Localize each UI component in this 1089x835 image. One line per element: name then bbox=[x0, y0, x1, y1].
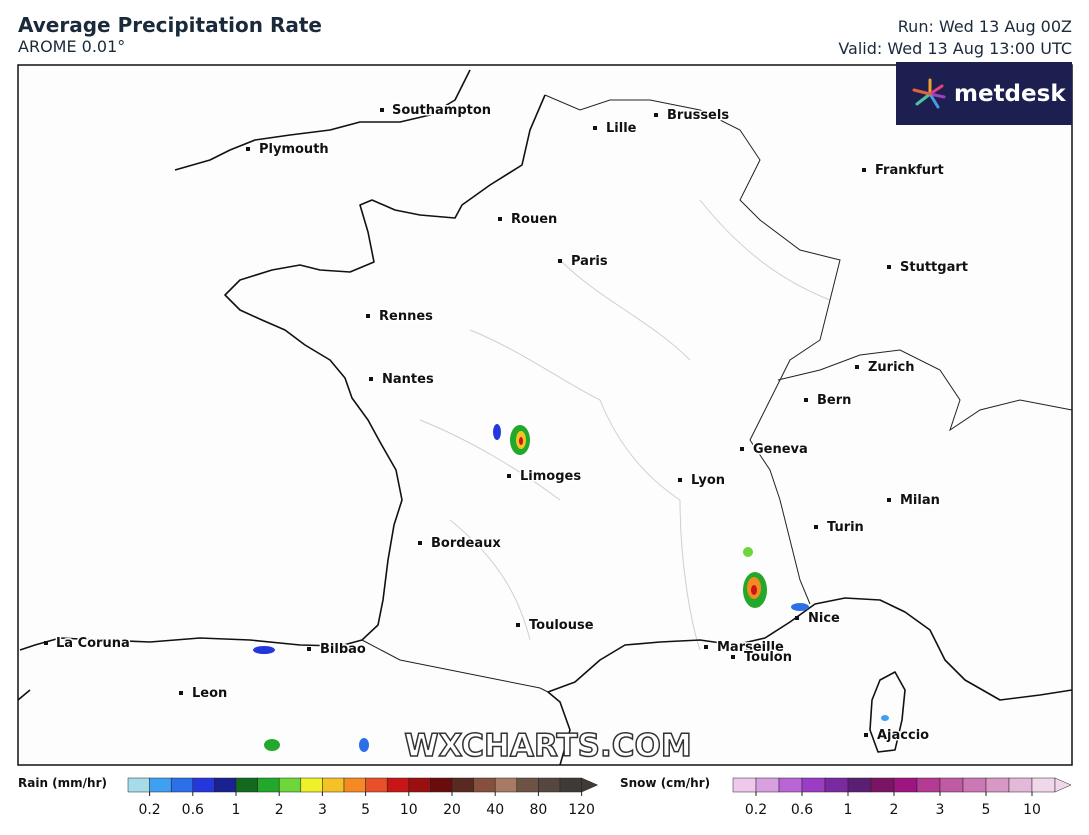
rain-label: 0.6 bbox=[182, 802, 204, 818]
snow-label: 0.2 bbox=[745, 802, 767, 818]
city-label: Brussels bbox=[667, 108, 729, 123]
city-label: Zurich bbox=[868, 360, 915, 375]
snow-swatch bbox=[1031, 777, 1056, 793]
rain-swatch bbox=[408, 777, 431, 793]
snow-swatch bbox=[778, 777, 803, 793]
snow-label: 0.6 bbox=[791, 802, 813, 818]
model: AROME 0.01° bbox=[18, 37, 125, 56]
snow-swatch bbox=[939, 777, 964, 793]
city-label: Turin bbox=[827, 520, 864, 535]
rain-swatch bbox=[538, 777, 561, 793]
rain-swatch bbox=[257, 777, 280, 793]
city-label: Rennes bbox=[379, 309, 433, 324]
rain-swatch bbox=[516, 777, 539, 793]
rain-swatch bbox=[170, 777, 194, 793]
snow-label: 3 bbox=[936, 802, 945, 818]
rain-label: 3 bbox=[318, 802, 327, 818]
map: Southampton Plymouth Lille Brussels Fran… bbox=[17, 62, 1073, 766]
snow-swatch bbox=[870, 777, 895, 793]
snow-swatch bbox=[962, 777, 987, 793]
city-label: Ajaccio bbox=[877, 728, 929, 743]
snow-label: 10 bbox=[1023, 802, 1041, 818]
snow-label: 5 bbox=[982, 802, 991, 818]
rain-label: 1 bbox=[232, 802, 241, 818]
rain-label: 20 bbox=[443, 802, 461, 818]
rain-swatch bbox=[149, 777, 172, 793]
rain-swatch bbox=[559, 777, 582, 793]
snow-arrow bbox=[1054, 777, 1072, 793]
valid-time: Valid: Wed 13 Aug 13:00 UTC bbox=[838, 39, 1072, 58]
rain-swatch bbox=[430, 777, 453, 793]
rain-swatch bbox=[278, 777, 302, 793]
snow-swatch bbox=[801, 777, 826, 793]
city-label: Toulouse bbox=[529, 618, 594, 633]
snow-swatch bbox=[1008, 777, 1033, 793]
city-label: Southampton bbox=[392, 103, 491, 118]
snow-swatch bbox=[755, 777, 780, 793]
snow-swatch bbox=[732, 777, 757, 793]
rain-swatch bbox=[322, 777, 345, 793]
rain-swatch bbox=[451, 777, 474, 793]
logo: metdesk bbox=[896, 62, 1072, 125]
city-label: Marseille bbox=[717, 640, 784, 655]
watermark: WXCHARTS.COM bbox=[404, 728, 691, 764]
legends: 0.2 0.6 1 2 3 5 10 20 40 80 120 0.2 0.6 1 2 3 5 10 bbox=[127, 777, 1072, 818]
snow-swatch bbox=[985, 777, 1010, 793]
rain-swatch bbox=[214, 777, 237, 793]
city-label: La Coruna bbox=[56, 636, 130, 651]
precipitation bbox=[253, 424, 889, 752]
rain-swatch bbox=[235, 777, 258, 793]
rain-label: 5 bbox=[361, 802, 370, 818]
rain-swatch bbox=[127, 777, 150, 793]
rain-swatch bbox=[343, 777, 366, 793]
snow-swatch bbox=[847, 777, 872, 793]
snow-label: 1 bbox=[844, 802, 853, 818]
rain-label: 2 bbox=[275, 802, 284, 818]
rain-swatch bbox=[473, 777, 496, 793]
city-label: Bordeaux bbox=[431, 536, 501, 551]
city-label: Bilbao bbox=[320, 642, 366, 657]
city-label: Plymouth bbox=[259, 142, 329, 157]
rain-label: 10 bbox=[400, 802, 418, 818]
title: Average Precipitation Rate bbox=[18, 13, 322, 37]
rain-legend-title: Rain (mm/hr) bbox=[18, 776, 107, 790]
city-label: Lille bbox=[606, 121, 637, 136]
logo-text: metdesk bbox=[954, 81, 1066, 107]
rain-label: 40 bbox=[486, 802, 504, 818]
snow-swatch bbox=[824, 777, 849, 793]
snow-legend-title: Snow (cm/hr) bbox=[620, 776, 710, 790]
city-label: Toulon bbox=[744, 650, 792, 665]
rain-swatch bbox=[300, 777, 323, 793]
rain-swatch bbox=[192, 777, 215, 793]
rain-label: 80 bbox=[529, 802, 547, 818]
rain-swatch bbox=[494, 777, 518, 793]
run-time: Run: Wed 13 Aug 00Z bbox=[898, 17, 1072, 36]
rain-label: 0.2 bbox=[138, 802, 160, 818]
city-label: Leon bbox=[192, 686, 227, 701]
city-label: Nice bbox=[808, 611, 840, 626]
city-label: Paris bbox=[571, 254, 608, 269]
snow-label: 2 bbox=[890, 802, 899, 818]
city-label: Bern bbox=[817, 393, 851, 408]
rain-swatch bbox=[365, 777, 388, 793]
city-label: Limoges bbox=[520, 469, 581, 484]
city-label: Stuttgart bbox=[900, 260, 968, 275]
city-label: Lyon bbox=[691, 473, 725, 488]
snow-swatch bbox=[916, 777, 941, 793]
city-label: Frankfurt bbox=[875, 163, 944, 178]
city-label: Geneva bbox=[753, 442, 808, 457]
rain-arrow bbox=[581, 777, 599, 793]
city-label: Nantes bbox=[382, 372, 434, 387]
rain-swatch bbox=[386, 777, 410, 793]
city-label: Rouen bbox=[511, 212, 557, 227]
rain-label: 120 bbox=[568, 802, 595, 818]
snow-swatch bbox=[893, 777, 918, 793]
city-label: Milan bbox=[900, 493, 940, 508]
